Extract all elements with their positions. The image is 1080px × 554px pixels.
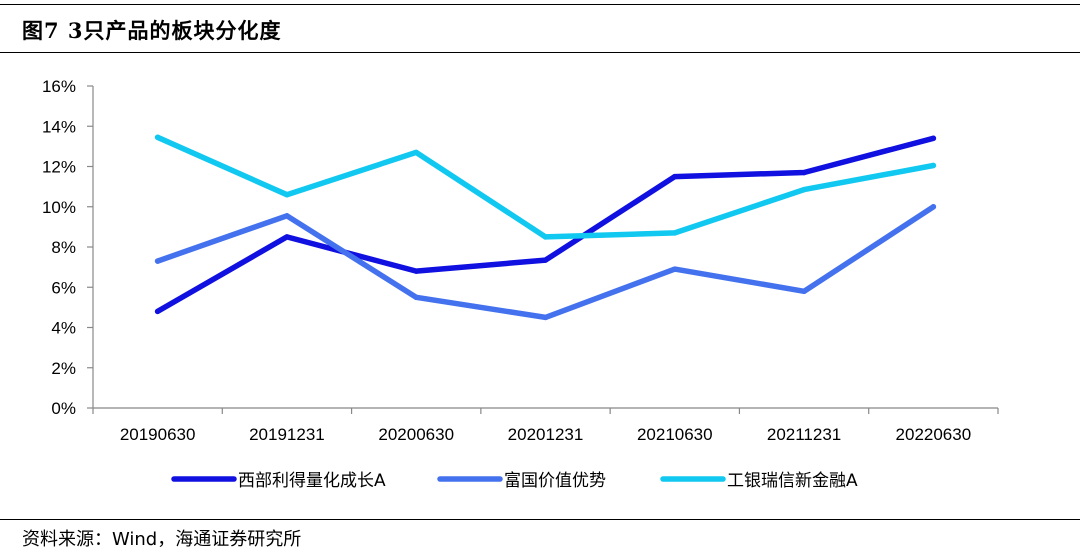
x-tick-label: 20220630: [896, 425, 972, 444]
series-2-point: [672, 266, 678, 272]
y-tick-label: 14%: [42, 117, 76, 136]
y-tick-label: 4%: [51, 319, 76, 338]
legend-label-2: 富国价值优势: [504, 471, 606, 491]
series-2-point: [154, 258, 161, 264]
series-3-point: [413, 149, 419, 156]
x-tick-label: 20190630: [120, 425, 196, 444]
y-tick-label: 10%: [42, 198, 76, 217]
series-1-point: [154, 308, 161, 315]
series-3-point: [930, 162, 937, 169]
x-tick-label: 20191231: [249, 425, 325, 444]
series-1-point: [284, 234, 290, 240]
x-tick-label: 20210630: [637, 425, 713, 444]
series-3-point: [154, 134, 161, 141]
chart-legend: 西部利得量化成长A 富国价值优势 工银瑞信新金融A: [171, 471, 858, 491]
legend-label-3: 工银瑞信新金融A: [727, 471, 858, 491]
y-tick-label: 6%: [51, 278, 76, 297]
series-2-point: [930, 204, 937, 210]
series-2-point: [413, 294, 419, 301]
y-tick-label: 16%: [42, 77, 76, 96]
series-1-point: [801, 169, 807, 176]
y-tick-label: 8%: [51, 238, 76, 257]
series-3-point: [801, 186, 807, 193]
chart-series: [154, 134, 937, 321]
series-1-point: [542, 257, 549, 263]
legend-label-1: 西部利得量化成长A: [238, 471, 386, 491]
y-tick-label: 2%: [51, 359, 76, 378]
figure-header: 图7 3只产品的板块分化度: [0, 0, 1080, 50]
title-rule: [0, 52, 1080, 53]
y-tick-label: 12%: [42, 158, 76, 177]
source-rule: [0, 519, 1080, 520]
series-1-point: [930, 135, 937, 142]
series-3-point: [672, 230, 678, 236]
x-tick-label: 20201231: [508, 425, 584, 444]
chart-axes: 0% 2% 4% 6% 8% 10% 12% 14% 16% 20190630 20191231 20…: [42, 77, 999, 444]
series-2-point: [801, 288, 807, 294]
series-2-point: [284, 213, 290, 219]
series-1-point: [672, 173, 678, 180]
source-note: 资料来源：Wind，海通证券研究所: [22, 529, 302, 550]
series-1-point: [413, 268, 419, 274]
series-3-point: [284, 191, 290, 198]
series-2-point: [542, 314, 549, 321]
x-tick-label: 20200630: [378, 425, 454, 444]
x-tick-label: 20211231: [767, 425, 841, 444]
top-rule: [0, 4, 1080, 5]
figure-title: 图7 3只产品的板块分化度: [22, 18, 282, 43]
series-3-point: [542, 234, 549, 240]
y-tick-label: 0%: [51, 399, 76, 418]
